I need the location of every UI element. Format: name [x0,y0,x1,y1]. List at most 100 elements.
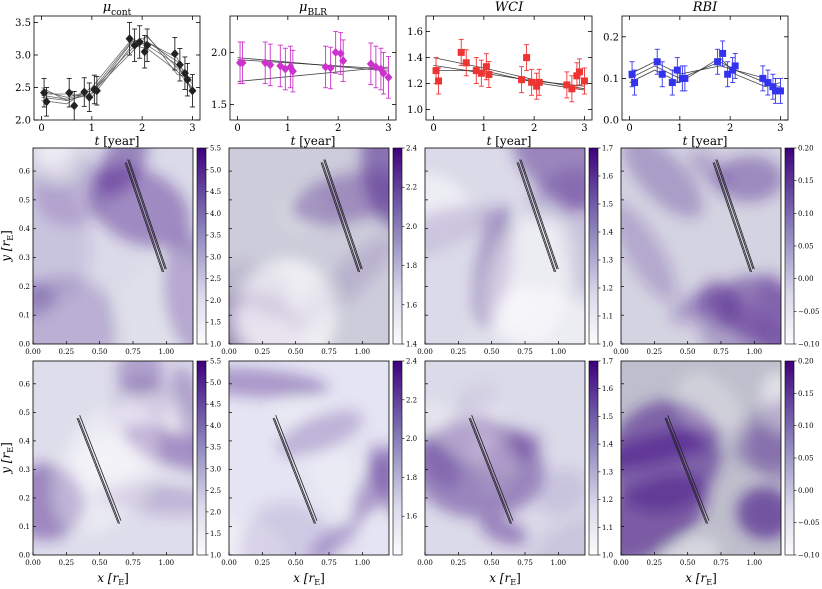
model-curve [629,57,781,88]
data-point [759,74,767,82]
x-tick-label: 0.75 [321,348,337,356]
heatmap-blob [479,516,527,546]
heatmap-image [621,361,781,555]
colorbar-tick-label: 3.0 [210,465,221,473]
data-point [180,68,189,78]
colorbar-tick-label: 4.5 [210,401,221,409]
colorbar-tick-label: 2.0 [406,223,417,231]
x-tick-label: 1 [481,123,487,134]
x-tick-label: 0.50 [680,559,696,567]
data-point [482,63,490,71]
heatmap-blob [676,371,745,443]
RBI_map_row2-group: 0.00 0.25 0.50 0.75 1.00 −0.10 −0.05 0.00 0.05 0.… [613,358,819,588]
x-tick-label: 3 [777,123,783,134]
y-tick-label: 3.5 [15,18,31,29]
colorbar-tick-label: 1.5 [602,413,613,421]
x-tick-label: 2 [531,123,537,134]
heatmap-blob [171,365,193,452]
y-tick-label: 1.2 [407,79,423,90]
source-track [273,417,317,524]
data-point [435,77,443,85]
heatmap-blob [729,398,781,469]
heatmap-blob [736,487,781,540]
y-tick-label: 0.0 [19,552,30,560]
colorbar-tick-label: 1.5 [210,319,221,327]
x-tick-label: 0 [38,123,44,134]
x-tick-label: 0.50 [288,559,304,567]
data-point [175,60,184,70]
source-track [665,417,709,524]
source-track [127,159,166,270]
data-point [432,67,440,75]
colorbar-tick-label: 2.5 [210,487,221,495]
x-tick-label: 0.00 [613,348,629,356]
x-tick-label: 1 [677,123,683,134]
data-point [681,74,689,82]
colorbar-tick-label: 1.8 [406,474,417,482]
panel-title-main: μ [299,0,307,15]
colorbar-tick-label: 2.0 [210,508,221,516]
heatmap-blob [530,516,585,555]
data-point [673,66,681,74]
colorbar-tick-label: 1.3 [602,257,613,265]
data-point [339,56,348,66]
colorbar [392,147,403,345]
y-tick-label: 0.0 [19,341,30,349]
x-axis-label-var: t [291,134,300,148]
x-tick-label: 1.00 [159,348,175,356]
panel-title-sub: BLR [307,8,328,18]
x-tick-label: 0 [234,123,240,134]
y-tick-label: 0.6 [19,168,31,176]
model-curve [433,70,585,91]
y-tick-label: 0.5 [19,409,30,417]
x-tick-label: 0.25 [59,559,75,567]
colorbar-tick-label: 1.0 [602,341,613,349]
panel-title: WCI [495,0,524,15]
panel-title: μcont [103,0,132,18]
colorbar-tick-label: 1.4 [406,341,418,349]
x-tick-label: 1.00 [355,559,371,567]
map-frame [228,360,390,556]
y-axis-label-sub: E [6,447,15,453]
x-tick-label: 0.50 [288,348,304,356]
heatmap-blobs [621,148,781,344]
y-tick-label: 2.0 [211,48,227,59]
x-tick-label: 3 [385,123,391,134]
map-frame [620,147,782,345]
source-track [713,162,753,273]
heatmap-blobs [33,148,193,344]
y-tick-label: 0.3 [19,466,30,474]
y-tick-label: 0.1 [603,74,619,85]
x-tick-label: 0.75 [321,559,337,567]
heatmap-blob [71,434,142,496]
y-tick-label: 0.6 [19,380,31,388]
data-point [238,58,247,68]
data-point [92,86,101,96]
data-point [70,101,79,111]
x-tick-label: 0.00 [221,559,237,567]
data-point [631,79,639,87]
x-axis-label-close: ] [124,571,129,585]
source-track [716,159,755,270]
x-axis-label-unit: [year] [691,134,727,148]
colorbar-tick-label: 0.10 [798,210,814,218]
x-tick-label: 0.00 [417,559,433,567]
source-track [516,162,555,273]
colorbar-tick-label: 0.10 [798,422,814,430]
y-axis-label: y [rE] [0,442,15,475]
data-point [135,37,144,47]
colorbar-tick-label: 5.5 [210,358,221,366]
x-tick-label: 0.50 [680,348,696,356]
data-point [533,82,541,90]
x-tick-label: 0.25 [59,348,75,356]
timeseries-panel-2: 0 1 2 3 1.0 1.2 1.4 1.6 WCI t [year] [407,0,593,148]
x-axis-label-close: ] [516,571,521,585]
heatmap-blob [757,270,781,344]
x-axis-label: t [year] [95,134,140,148]
data-point [261,58,270,68]
colorbar-tick-label: 1.4 [602,441,614,449]
y-tick-label: 0.1 [19,312,30,320]
source-track [519,159,558,270]
colorbar-tick-label: 1.7 [602,358,613,366]
y-tick-label: 2.0 [15,116,31,127]
